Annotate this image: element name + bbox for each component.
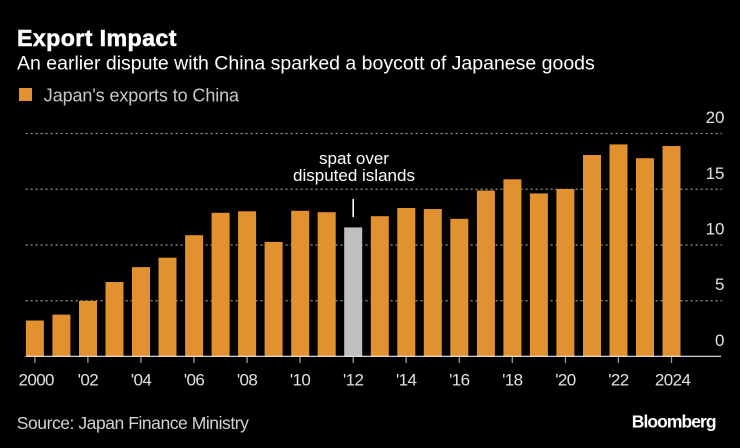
svg-text:'08: '08 (237, 371, 258, 390)
svg-text:Japan's exports to China: Japan's exports to China (44, 86, 240, 106)
svg-text:2000: 2000 (18, 371, 54, 390)
svg-text:'06: '06 (184, 371, 205, 390)
svg-text:Export Impact: Export Impact (17, 25, 177, 51)
svg-text:spat over: spat over (319, 149, 389, 168)
svg-text:'16: '16 (449, 371, 470, 390)
svg-text:'02: '02 (78, 371, 99, 390)
svg-text:2024: 2024 (655, 371, 691, 390)
svg-text:'10: '10 (290, 371, 311, 390)
svg-text:'04: '04 (131, 371, 152, 390)
svg-text:0: 0 (715, 331, 724, 350)
svg-text:'12: '12 (343, 371, 364, 390)
svg-text:Bloomberg: Bloomberg (632, 411, 716, 431)
svg-text:'14: '14 (396, 371, 417, 390)
svg-text:15: 15 (706, 164, 725, 183)
svg-text:20: 20 (706, 108, 725, 127)
svg-text:'22: '22 (608, 371, 629, 390)
svg-text:An earlier dispute with China: An earlier dispute with China sparked a … (17, 53, 595, 75)
svg-text:'20: '20 (555, 371, 576, 390)
svg-text:disputed islands: disputed islands (293, 166, 415, 185)
svg-text:10: 10 (706, 220, 725, 239)
svg-text:Source: Japan Finance Ministry: Source: Japan Finance Ministry (17, 413, 249, 433)
svg-text:5: 5 (715, 275, 724, 294)
svg-text:'18: '18 (502, 371, 523, 390)
